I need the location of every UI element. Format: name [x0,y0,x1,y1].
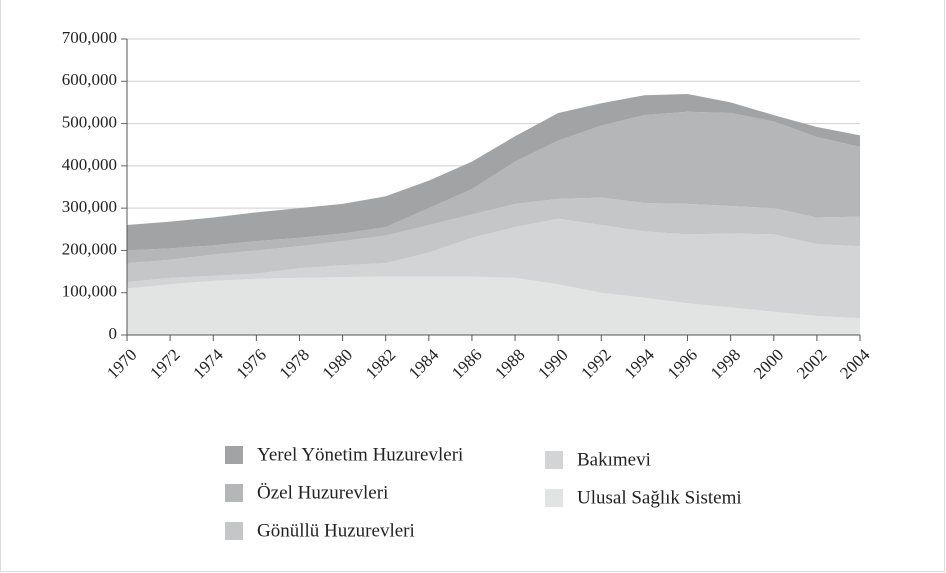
legend-swatch [225,522,243,540]
legend-swatch [545,489,563,507]
x-tick-label: 1984 [405,345,443,383]
area [127,111,860,264]
x-tick-label: 1998 [707,345,744,382]
legend-label: Yerel Yönetim Huzurevleri [257,444,463,465]
y-tick-label: 600,000 [62,70,117,89]
y-tick-label: 0 [109,324,118,343]
y-tick-label: 700,000 [62,28,117,47]
area [127,218,860,319]
x-tick-label: 2002 [793,345,830,382]
x-tick-label: 1996 [664,345,701,382]
x-tick-label: 1970 [103,345,140,382]
legend-swatch [225,484,243,502]
area [127,197,860,283]
legend: Yerel Yönetim Huzurevleri Özel Huzurevler… [225,444,742,541]
x-tick-label: 1990 [534,345,571,382]
x-tick-label: 1974 [189,345,227,383]
x-tick-label: 2000 [750,345,787,382]
y-tick-label: 400,000 [62,155,117,174]
x-tick-label: 1994 [621,345,659,383]
x-tick-label: 1986 [448,345,485,382]
legend-swatch [225,446,243,464]
area [127,93,860,251]
y-tick-label: 300,000 [62,197,117,216]
y-tick-label: 500,000 [62,112,117,131]
x-tick-label: 1972 [146,345,183,382]
x-tick-label: 1976 [232,345,269,382]
y-tick-label: 200,000 [62,239,117,258]
legend-label: Ulusal Sağlık Sistemi [577,487,742,508]
legend-label: Özel Huzurevleri [257,482,388,503]
x-tick-label: 1982 [362,345,399,382]
legend-label: Gönüllü Huzurevleri [257,520,415,541]
x-tick-label: 1988 [491,345,528,382]
x-tick-label: 1978 [276,345,313,382]
area [127,276,860,335]
legend-label: Bakımevi [577,449,651,470]
legend-swatch [545,451,563,469]
x-tick-label: 1992 [577,345,614,382]
x-tick-label: 2004 [836,345,874,383]
x-tick-label: 1980 [319,345,356,382]
plot-area: 0 100,000 200,000 300,000 400,000 500,000 600,… [62,28,874,383]
y-tick-label: 100,000 [62,282,117,301]
